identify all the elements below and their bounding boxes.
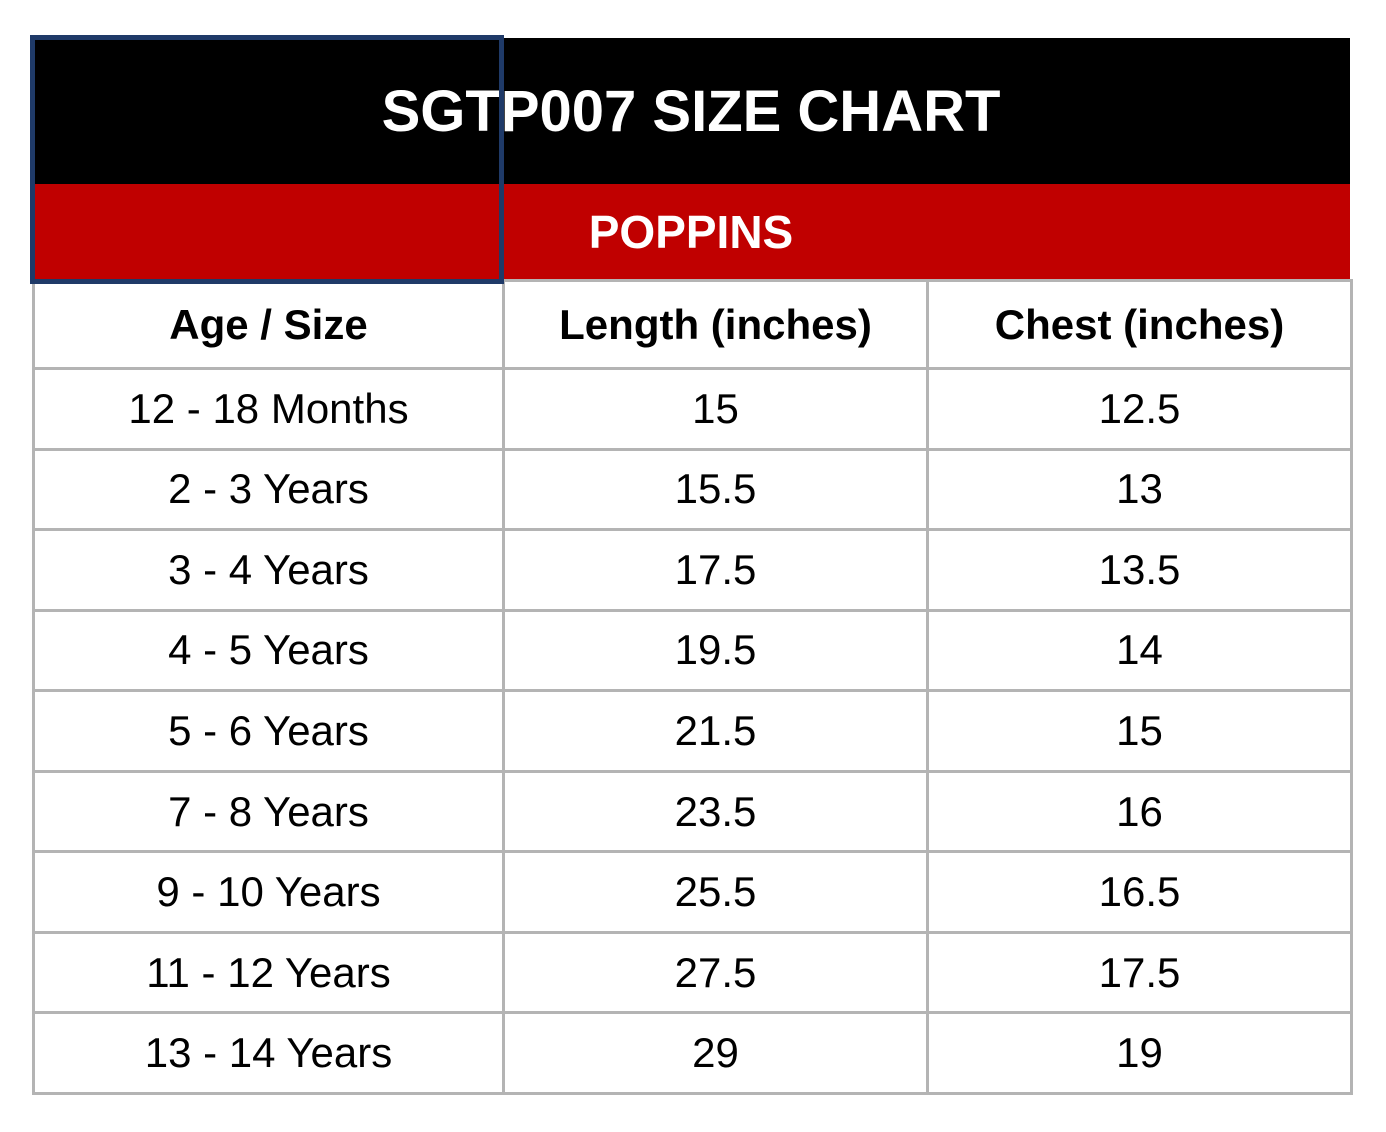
table-cell: 17.5 [926,930,1353,1015]
table-cell: 7 - 8 Years [32,769,505,854]
title: SGTP007 SIZE CHART [381,78,1001,144]
table-cell: 12.5 [926,367,1353,451]
table-cell: 23.5 [502,769,929,854]
table-cell: 5 - 6 Years [32,689,505,773]
table-cell: 12 - 18 Months [32,367,505,451]
column-header: Chest (inches) [926,279,1353,370]
table-cell: 9 - 10 Years [32,850,505,934]
table-cell: 13.5 [926,528,1353,612]
table-cell: 16 [926,769,1353,854]
table-cell: 15 [502,367,929,451]
table-cell: 13 - 14 Years [32,1011,505,1095]
table-cell: 21.5 [502,689,929,773]
column-header: Age / Size [32,279,505,370]
table-cell: 11 - 12 Years [32,930,505,1015]
table-cell: 3 - 4 Years [32,528,505,612]
table-cell: 16.5 [926,850,1353,934]
table-cell: 25.5 [502,850,929,934]
column-header: Length (inches) [502,279,929,370]
table-cell: 17.5 [502,528,929,612]
table-cell: 19.5 [502,608,929,693]
subtitle-bar: POPPINS [32,184,1350,279]
table-cell: 13 [926,447,1353,532]
table-cell: 15 [926,689,1353,773]
table-cell: 15.5 [502,447,929,532]
table-cell: 27.5 [502,930,929,1015]
table-cell: 2 - 3 Years [32,447,505,532]
table-cell: 14 [926,608,1353,693]
subtitle: POPPINS [588,205,794,258]
title-bar: SGTP007 SIZE CHART [32,38,1350,184]
table-cell: 19 [926,1011,1353,1095]
table-cell: 29 [502,1011,929,1095]
table-cell: 4 - 5 Years [32,608,505,693]
